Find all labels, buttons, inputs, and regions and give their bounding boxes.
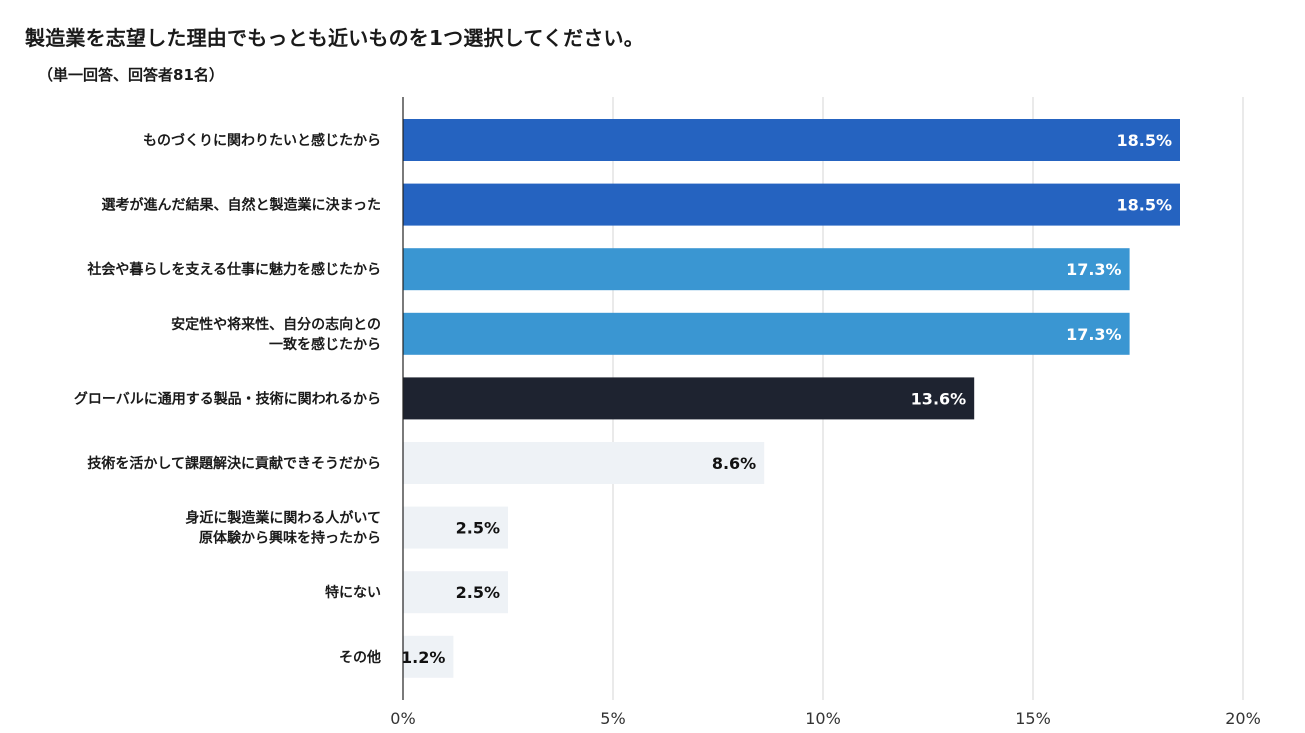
bar: [403, 506, 508, 549]
category-label: 技術を活かして課題解決に貢献できそうだから: [87, 455, 381, 472]
x-tick-label: 5%: [600, 709, 625, 728]
data-label: 17.3%: [1066, 260, 1122, 279]
bar: [403, 377, 975, 420]
bar: [403, 248, 1130, 291]
category-label: 特にない: [325, 584, 381, 601]
category-label: 原体験から興味を持ったから: [199, 530, 381, 547]
chart-subtitle: （単一回答、回答者81名）: [38, 66, 224, 84]
x-tick-label: 0%: [390, 709, 415, 728]
data-label: 17.3%: [1066, 325, 1122, 344]
category-label: 安定性や将来性、自分の志向との: [171, 316, 381, 333]
x-tick-label: 10%: [805, 709, 841, 728]
data-label: 18.5%: [1116, 196, 1172, 215]
bar: [403, 571, 508, 614]
x-tick-label: 15%: [1015, 709, 1051, 728]
x-tick-label: 20%: [1225, 709, 1261, 728]
data-label: 2.5%: [456, 583, 500, 602]
category-label: その他: [339, 649, 381, 666]
category-label: 選考が進んだ結果、自然と製造業に決まった: [102, 197, 381, 214]
category-label: 社会や暮らしを支える仕事に魅力を感じたから: [86, 261, 381, 278]
category-label: 一致を感じたから: [269, 336, 381, 353]
chart-title: 製造業を志望した理由でもっとも近いものを1つ選択してください。: [25, 26, 644, 50]
data-label: 18.5%: [1116, 131, 1172, 150]
category-label: グローバルに通用する製品・技術に関われるから: [74, 390, 381, 407]
bar: [403, 442, 765, 484]
data-label: 13.6%: [911, 389, 967, 408]
category-label: ものづくりに関わりたいと感じたから: [143, 132, 381, 149]
bar: [403, 183, 1180, 226]
data-label: 8.6%: [712, 454, 756, 473]
bar: [403, 312, 1130, 355]
bar: [403, 119, 1180, 161]
category-label: 身近に製造業に関わる人がいて: [185, 510, 381, 527]
data-label: 1.2%: [401, 648, 445, 667]
bar: [403, 635, 454, 678]
data-label: 2.5%: [456, 519, 500, 538]
